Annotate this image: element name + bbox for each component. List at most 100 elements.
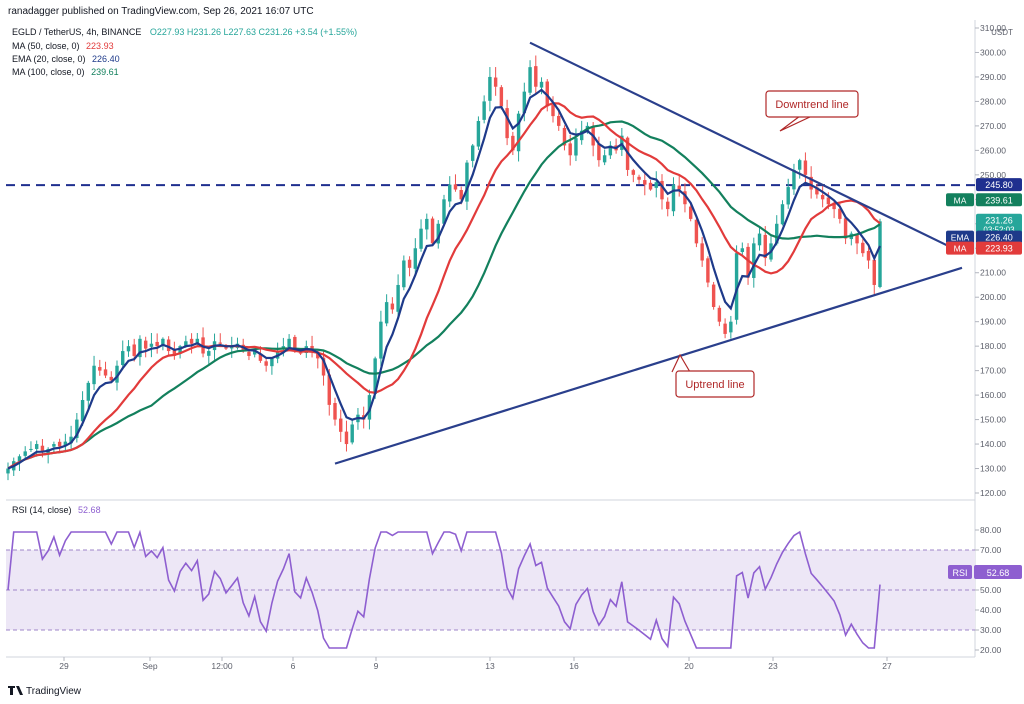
price-tick-label: 150.00: [980, 415, 1006, 425]
time-tick-label: 12:00: [211, 661, 233, 671]
indicator-ma50-value: 223.93: [86, 41, 114, 51]
candle-body: [390, 303, 395, 310]
price-tick-label: 270.00: [980, 121, 1006, 131]
candle-body: [98, 367, 102, 371]
price-tick-label: 280.00: [980, 96, 1006, 106]
tradingview-logo-icon: [8, 686, 23, 695]
rsi-tick-label: 20.00: [980, 645, 1002, 655]
candle-body: [264, 361, 268, 366]
candle-body: [551, 104, 555, 117]
candle-body: [688, 206, 693, 219]
candle-body: [608, 145, 613, 156]
candle-body: [797, 160, 802, 170]
time-tick-label: 13: [485, 661, 495, 671]
uptrend-callout[interactable]: Uptrend line: [671, 353, 755, 398]
candle-body: [184, 341, 188, 346]
price-label-tag: EMA: [951, 233, 970, 243]
candle-body: [711, 284, 716, 307]
candle-body: [752, 243, 756, 278]
candle-body: [293, 336, 297, 352]
price-tick-label: 170.00: [980, 366, 1006, 376]
candle-body: [40, 445, 45, 452]
price-tick-label: 290.00: [980, 72, 1006, 82]
candle-body: [700, 243, 704, 261]
time-tick-label: 27: [882, 661, 892, 671]
published-line: ranadagger published on TradingView.com,…: [8, 6, 314, 17]
candle-body: [413, 248, 418, 269]
candle-body: [425, 218, 429, 230]
candle-body: [252, 351, 257, 355]
candle-body: [52, 444, 56, 447]
price-label-value: 245.80: [985, 180, 1013, 190]
candle-body: [132, 344, 136, 356]
price-label-tag: MA: [954, 195, 967, 205]
svg-text:MA (50, close, 0) 223.93: MA (50, close, 0) 223.93: [12, 41, 114, 51]
rsi-header-value: 52.68: [78, 505, 101, 515]
uptrend-callout-label: Uptrend line: [685, 379, 744, 391]
candle-body: [115, 365, 119, 383]
candle-body: [103, 369, 108, 376]
uptrend-line[interactable]: [334, 266, 963, 465]
price-tick-label: 210.00: [980, 268, 1006, 278]
candle-body: [327, 374, 331, 405]
candle-body: [683, 191, 687, 205]
candle-body: [757, 233, 762, 246]
candle-body: [316, 351, 320, 359]
candle-body: [6, 468, 10, 474]
svg-text:MA (100, close, 0) 239.61: MA (100, close, 0) 239.61: [12, 67, 119, 77]
candle-body: [80, 400, 85, 422]
candle-body: [482, 101, 486, 120]
candle-body: [786, 187, 790, 205]
candle-body: [763, 234, 767, 259]
time-tick-label: 20: [684, 661, 694, 671]
time-tick-label: 29: [59, 661, 69, 671]
price-label-tag-box: [946, 241, 974, 255]
time-tick-label: Sep: [142, 661, 157, 671]
indicator-ma100-label: MA (100, close, 0): [12, 67, 85, 77]
candle-body: [126, 346, 131, 352]
price-label-box: [976, 193, 1022, 207]
candle-body: [17, 456, 22, 462]
candle-body: [321, 357, 326, 376]
candle-body: [505, 108, 509, 139]
downtrend-callout[interactable]: Downtrend line: [765, 90, 859, 132]
candle-body: [218, 342, 222, 344]
candle-body: [207, 351, 211, 356]
candle-body: [149, 343, 154, 347]
time-tick-label: 16: [569, 661, 579, 671]
candle-body: [815, 187, 819, 195]
candle-body: [562, 127, 567, 146]
candle-body: [34, 444, 39, 449]
candle-body: [166, 339, 171, 352]
candle-body: [384, 302, 389, 324]
price-label-tag-box: [946, 193, 974, 207]
candle-body: [195, 338, 200, 344]
candle-body: [557, 115, 561, 126]
price-label-value: 226.40: [985, 233, 1013, 243]
candle-body: [69, 436, 73, 444]
tradingview-logo[interactable]: TradingView: [8, 686, 82, 697]
candle-body: [872, 259, 876, 285]
time-tick-label: 6: [291, 661, 296, 671]
candle-body: [344, 431, 349, 445]
candle-body: [729, 321, 733, 333]
rsi-tick-label: 70.00: [980, 545, 1002, 555]
candle-body: [172, 350, 177, 356]
candle-body: [534, 66, 538, 87]
candle-body: [92, 365, 96, 385]
candle-body: [579, 130, 584, 141]
candle-body: [436, 223, 440, 244]
candle-body: [333, 403, 337, 420]
candle-body: [339, 418, 343, 432]
candle-body: [459, 189, 463, 200]
candle-body: [809, 176, 813, 190]
candle-body: [775, 223, 779, 244]
candle-body: [402, 260, 406, 288]
indicator-ma50-label: MA (50, close, 0): [12, 41, 80, 51]
price-label-value: 231.26: [985, 216, 1013, 226]
rsi-tick-label: 40.00: [980, 605, 1002, 615]
candle-body: [832, 202, 836, 210]
downtrend-line[interactable]: [529, 41, 949, 247]
candle-body: [138, 338, 142, 358]
